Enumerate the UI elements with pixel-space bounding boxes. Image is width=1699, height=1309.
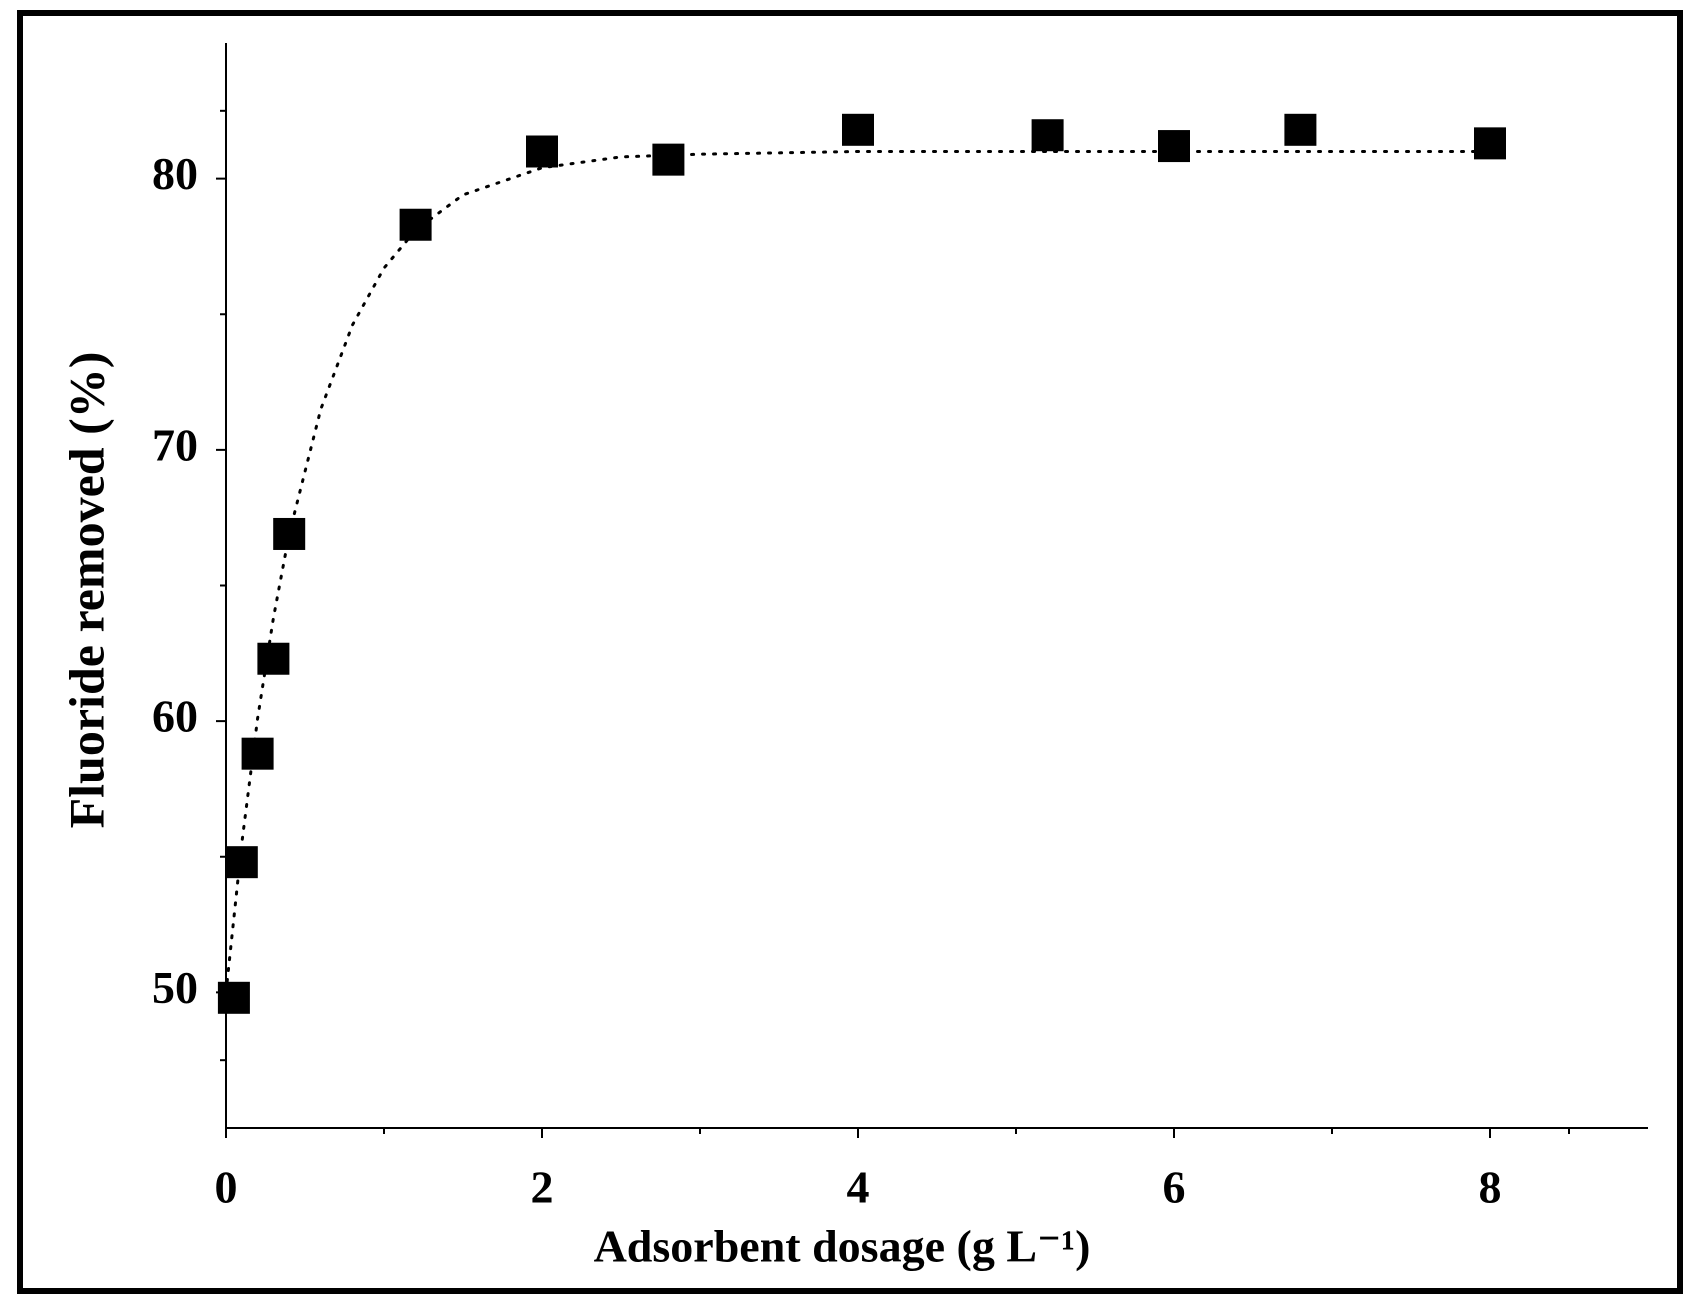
x-tick-label: 6 <box>1163 1162 1186 1213</box>
x-tick-label: 0 <box>215 1162 238 1213</box>
data-point <box>399 208 432 241</box>
x-tick-label: 4 <box>847 1162 870 1213</box>
data-point <box>1158 130 1190 163</box>
fit-curve <box>224 150 1492 994</box>
data-point <box>1474 127 1506 160</box>
frame <box>17 10 1683 1294</box>
y-tick-label: 70 <box>152 419 198 470</box>
x-tick-label: 8 <box>1479 1162 1502 1213</box>
data-point <box>257 642 290 675</box>
x-tick-label: 2 <box>531 1162 554 1213</box>
y-tick-label: 80 <box>152 148 198 199</box>
data-point <box>842 113 874 146</box>
data-point <box>273 517 306 550</box>
data-point <box>526 135 558 168</box>
data-point <box>241 737 274 770</box>
data-point <box>652 143 685 176</box>
data-point <box>217 981 250 1014</box>
data-point <box>225 846 258 879</box>
data-point <box>1031 119 1064 152</box>
data-point <box>1284 113 1317 146</box>
y-tick-label: 60 <box>152 691 198 742</box>
x-axis-label: Adsorbent dosage (g L⁻¹) <box>594 1221 1091 1272</box>
y-tick-label: 50 <box>152 962 198 1013</box>
y-axis-label: Fluoride removed (%) <box>58 352 114 829</box>
